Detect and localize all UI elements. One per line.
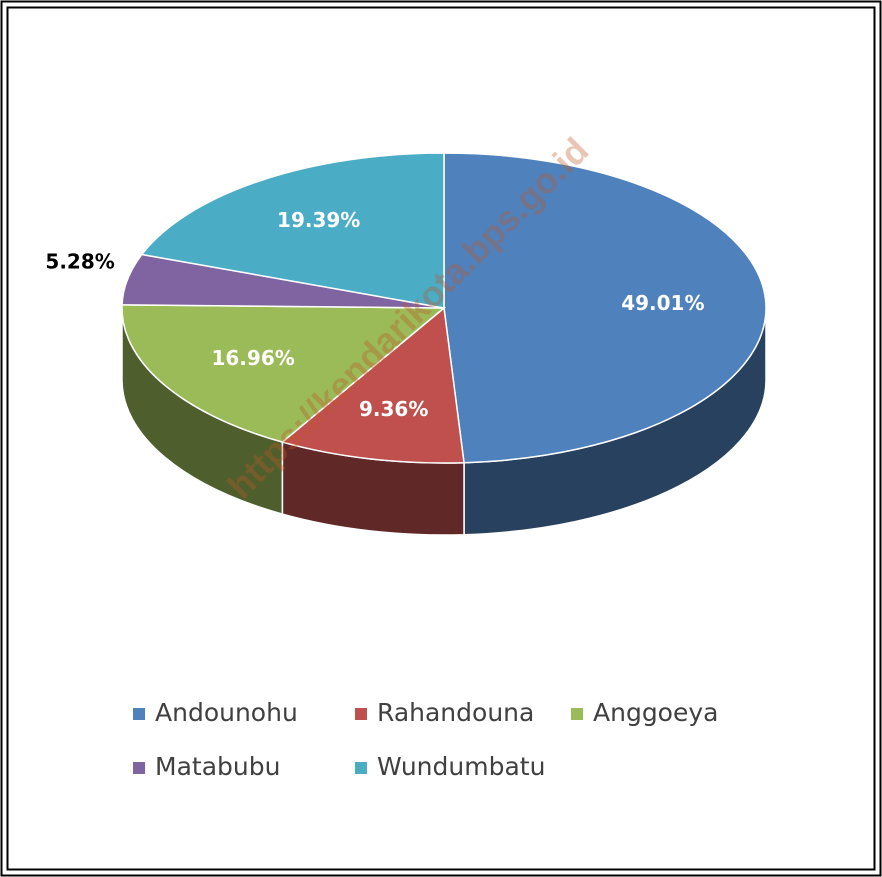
legend-swatch: [133, 762, 145, 774]
slice: [121, 304, 447, 443]
value-label: 5.28%: [45, 249, 114, 273]
inner-frame: [6, 6, 876, 871]
slice: [280, 306, 465, 464]
legend-label: Anggoeya: [593, 698, 718, 727]
legend-swatch: [355, 708, 367, 720]
legend-label: Matabubu: [155, 752, 280, 781]
legend-swatch: [355, 762, 367, 774]
legend-label: Rahandouna: [377, 698, 534, 727]
legend-swatch: [571, 708, 583, 720]
value-label: 49.01%: [621, 291, 704, 315]
value-label: 19.39%: [277, 208, 360, 232]
legend-swatch: [133, 708, 145, 720]
value-label: 9.36%: [359, 397, 428, 421]
slice: [443, 152, 767, 464]
value-label: 16.96%: [211, 346, 294, 370]
slice: [140, 152, 445, 309]
legend-label: Wundumbatu: [377, 752, 545, 781]
legend-label: Andounohu: [155, 698, 298, 727]
